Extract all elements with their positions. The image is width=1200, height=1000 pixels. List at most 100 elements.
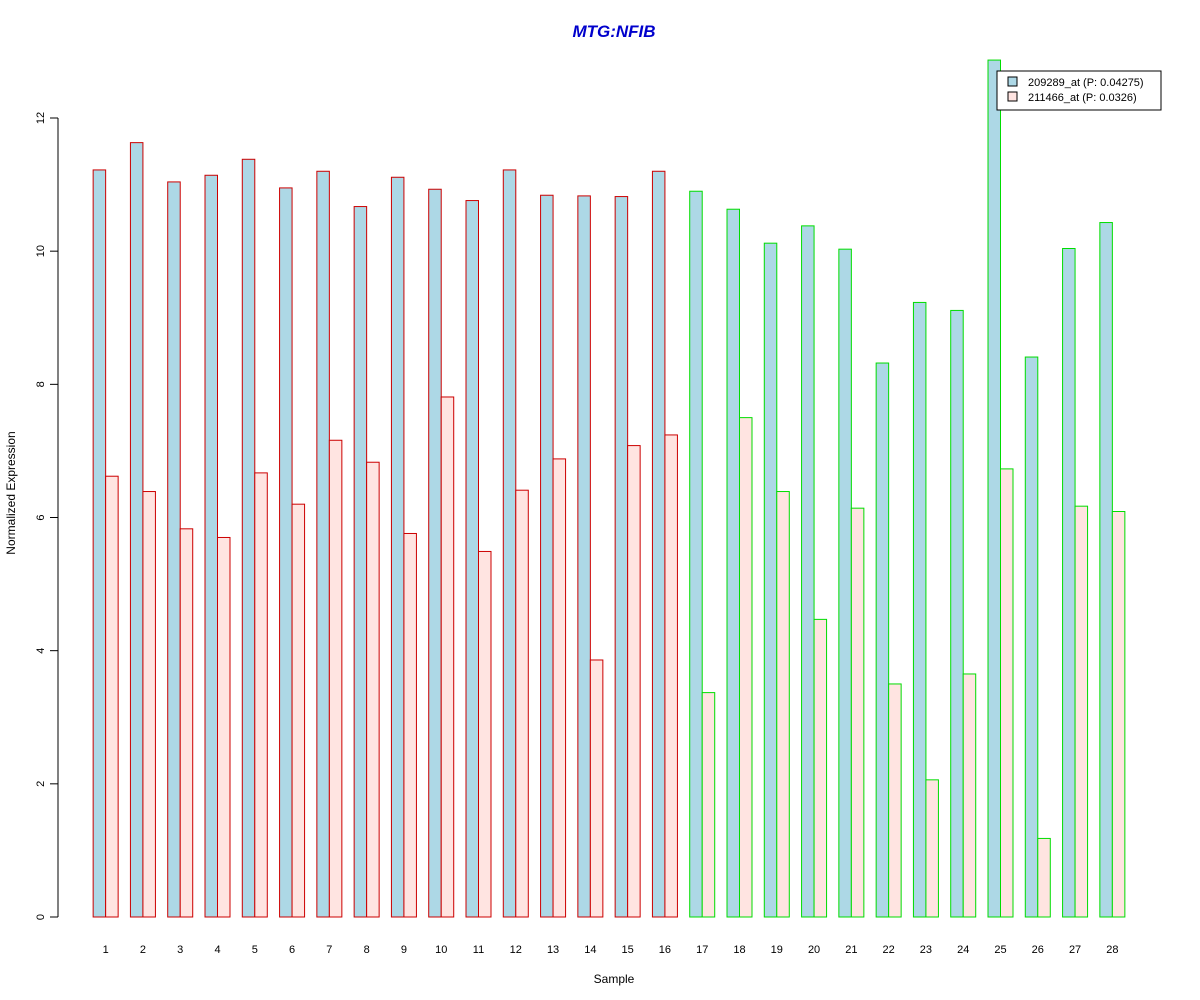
bar-211466-at	[403, 532, 417, 918]
chart-title: MTG:NFIB	[572, 22, 655, 41]
bar-209289-at	[167, 181, 181, 918]
x-tick-label: 3	[177, 944, 183, 956]
legend-swatch-209289	[1007, 76, 1018, 87]
legend-label-211466: 211466_at (P: 0.0326)	[1028, 92, 1137, 104]
x-tick-label: 13	[547, 944, 559, 956]
x-tick-label: 1	[103, 944, 109, 956]
x-tick-label: 26	[1032, 944, 1044, 956]
bar-209289-at	[129, 142, 144, 918]
legend: 209289_at (P: 0.04275) 211466_at (P: 0.0…	[996, 70, 1162, 111]
bar-209289-at	[912, 301, 927, 918]
x-tick-label: 4	[214, 944, 220, 956]
x-tick-label: 17	[696, 944, 708, 956]
bar-209289-at	[428, 188, 442, 918]
bar-209289-at	[540, 194, 554, 918]
bar-209289-at	[204, 174, 218, 918]
bar-211466-at	[925, 779, 939, 918]
bar-209289-at	[241, 158, 256, 918]
bar-209289-at	[390, 176, 405, 918]
bar-211466-at	[478, 550, 492, 918]
bar-211466-at	[254, 472, 268, 918]
x-tick-label: 10	[435, 944, 447, 956]
bar-209289-at	[279, 187, 293, 918]
bar-209289-at	[763, 242, 778, 918]
bars	[92, 59, 1126, 918]
bar-211466-at	[1111, 511, 1126, 918]
bar-211466-at	[888, 683, 902, 918]
bar-209289-at	[651, 170, 666, 918]
x-tick-label: 25	[994, 944, 1006, 956]
bar-209289-at	[1099, 222, 1113, 918]
bar-211466-at	[179, 528, 194, 918]
x-tick-label: 21	[845, 944, 857, 956]
bar-211466-at	[515, 489, 529, 918]
bar-209289-at	[726, 208, 740, 918]
x-tick-label: 2	[140, 944, 146, 956]
bar-209289-at	[1024, 356, 1039, 918]
x-tick-label: 18	[733, 944, 745, 956]
x-tick-label: 24	[957, 944, 969, 956]
bar-211466-at	[105, 475, 119, 918]
y-tick-label: 10	[35, 245, 47, 257]
bar-211466-at	[552, 458, 567, 918]
bar-211466-at	[627, 445, 641, 918]
bar-209289-at	[950, 309, 964, 918]
x-tick-label: 11	[473, 944, 484, 956]
x-tick-label: 9	[401, 944, 407, 956]
bar-211466-at	[1000, 468, 1014, 918]
bar-209289-at	[614, 196, 629, 918]
x-tick-label: 8	[364, 944, 370, 956]
x-tick-label: 7	[326, 944, 332, 956]
bar-209289-at	[838, 248, 852, 918]
y-tick-label: 8	[35, 381, 47, 387]
y-axis-title: Normalized Expression	[4, 431, 18, 554]
x-tick-label: 14	[584, 944, 596, 956]
x-tick-label: 23	[920, 944, 932, 956]
bar-211466-at	[440, 396, 455, 918]
x-axis-labels: 1 2 3 4 5 6 7 8 9 10 11 12 13 14 15 16 17 18 19 20 21 22 23 24 2…	[103, 944, 1119, 956]
bar-209289-at	[92, 169, 107, 918]
bar-209289-at	[987, 59, 1001, 918]
legend-swatch-211466	[1007, 91, 1018, 102]
x-axis-title: Sample	[594, 972, 635, 986]
bar-211466-at	[142, 491, 156, 918]
bar-209289-at	[577, 195, 591, 918]
bar-211466-at	[739, 417, 753, 918]
y-axis: 0 2 4 6 8 10 12	[35, 112, 59, 920]
y-tick-label: 6	[35, 514, 47, 520]
bar-209289-at	[801, 225, 815, 918]
bar-209289-at	[316, 170, 330, 918]
x-tick-label: 12	[510, 944, 522, 956]
bar-209289-at	[353, 206, 368, 918]
bar-211466-at	[366, 461, 380, 918]
bar-211466-at	[1037, 837, 1051, 918]
bar-211466-at	[1074, 505, 1089, 918]
y-tick-label: 4	[35, 648, 47, 654]
legend-label-209289: 209289_at (P: 0.04275)	[1028, 77, 1144, 89]
bar-209289-at	[465, 200, 479, 918]
bar-211466-at	[813, 618, 828, 918]
bar-211466-at	[776, 491, 790, 918]
y-tick-label: 2	[35, 781, 47, 787]
x-tick-label: 5	[252, 944, 258, 956]
x-tick-label: 6	[289, 944, 295, 956]
x-tick-label: 27	[1069, 944, 1081, 956]
bar-211466-at	[589, 659, 604, 918]
bar-211466-at	[701, 692, 716, 918]
y-tick-label: 0	[35, 914, 47, 920]
legend-box	[996, 70, 1162, 111]
bar-209289-at	[689, 190, 703, 918]
bar-211466-at	[291, 503, 306, 918]
x-tick-label: 15	[622, 944, 634, 956]
bar-211466-at	[664, 434, 678, 918]
bar-209289-at	[502, 169, 517, 918]
x-tick-label: 16	[659, 944, 671, 956]
bar-211466-at	[217, 536, 231, 918]
x-tick-label: 19	[771, 944, 783, 956]
bar-211466-at	[328, 439, 343, 918]
bar-211466-at	[962, 673, 977, 918]
bar-209289-at	[875, 362, 890, 918]
y-tick-label: 12	[35, 112, 47, 124]
x-tick-label: 20	[808, 944, 820, 956]
